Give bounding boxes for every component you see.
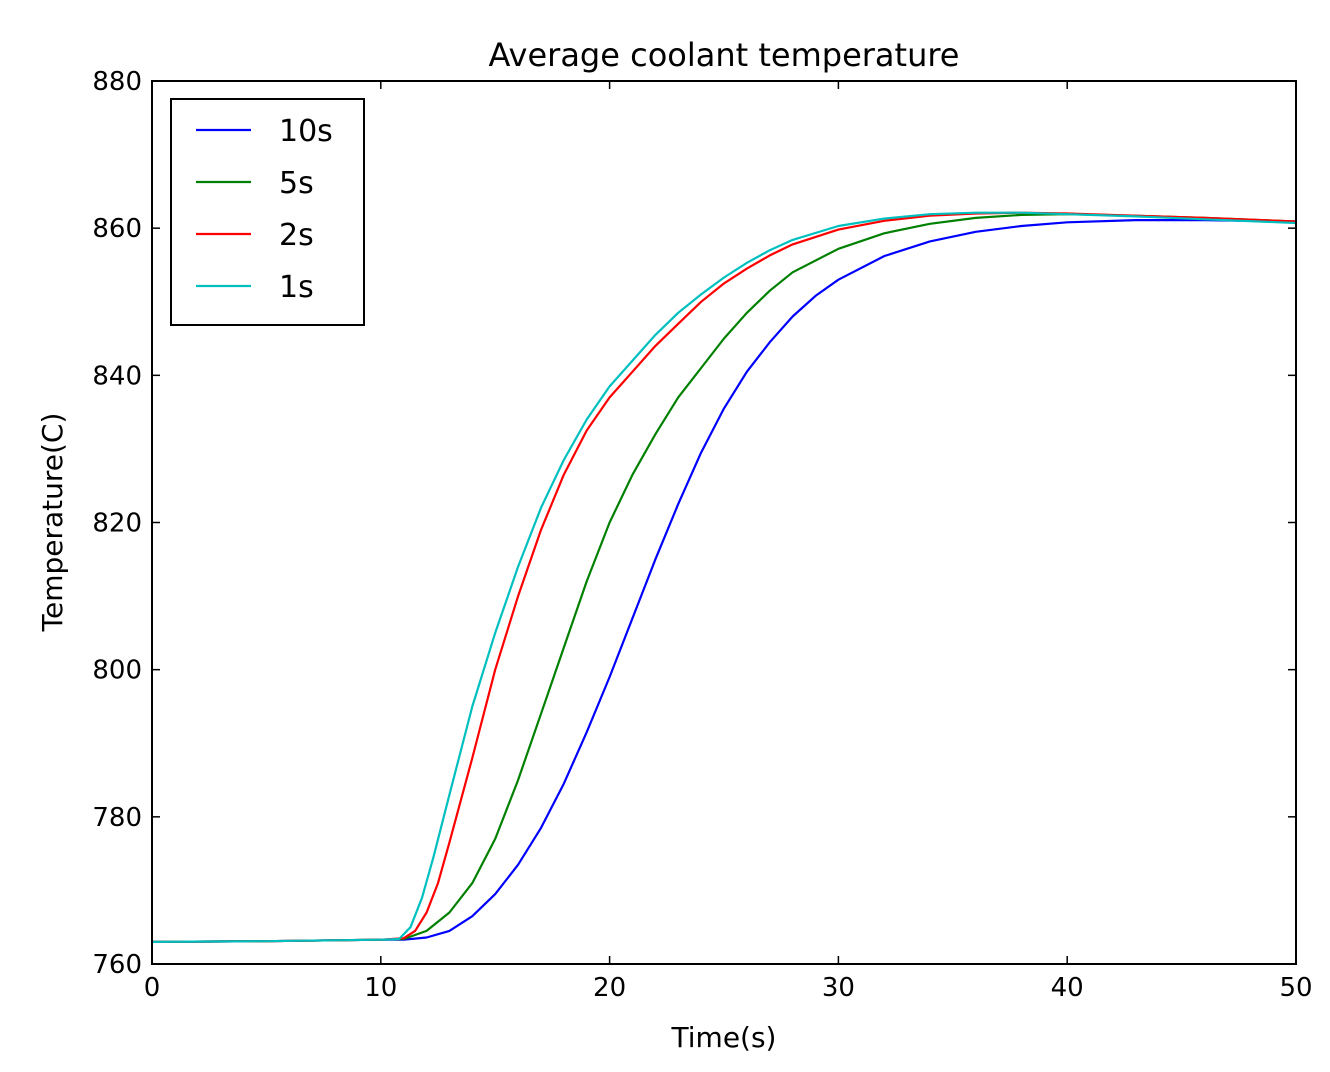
x-tick-label: 30 — [822, 973, 855, 1003]
x-tick-label: 20 — [593, 973, 626, 1003]
y-tick-label: 840 — [92, 361, 142, 391]
y-tick-label: 860 — [92, 214, 142, 244]
y-axis-label: Temperature(C) — [36, 413, 69, 633]
series-line-5s — [151, 213, 1297, 944]
plot-frame — [151, 80, 1297, 965]
legend-label-10s: 10s — [279, 114, 333, 149]
legend-label-1s: 1s — [279, 270, 314, 305]
legend-label-5s: 5s — [279, 166, 314, 201]
legend-label-2s: 2s — [279, 218, 314, 253]
x-tick-label: 40 — [1051, 973, 1084, 1003]
y-tick-label: 780 — [92, 803, 142, 833]
x-axis-label: Time(s) — [671, 1021, 777, 1054]
series-layer — [151, 211, 1297, 944]
x-tick-label: 10 — [364, 973, 397, 1003]
chart-title: Average coolant temperature — [489, 36, 960, 74]
x-tick-label: 0 — [144, 973, 161, 1003]
x-tick-label: 50 — [1279, 973, 1312, 1003]
axis-ticks: 0 10 20 30 40 50 760 780 800 820 840 860 880 — [92, 67, 1312, 1003]
y-tick-label: 820 — [92, 509, 142, 539]
legend: 10s 5s 2s 1s — [170, 98, 365, 326]
y-tick-label: 800 — [92, 656, 142, 686]
legend-box — [170, 98, 365, 326]
y-tick-label: 760 — [92, 950, 142, 980]
series-line-10s — [151, 219, 1297, 944]
series-line-1s — [151, 211, 1297, 944]
y-tick-label: 880 — [92, 67, 142, 97]
